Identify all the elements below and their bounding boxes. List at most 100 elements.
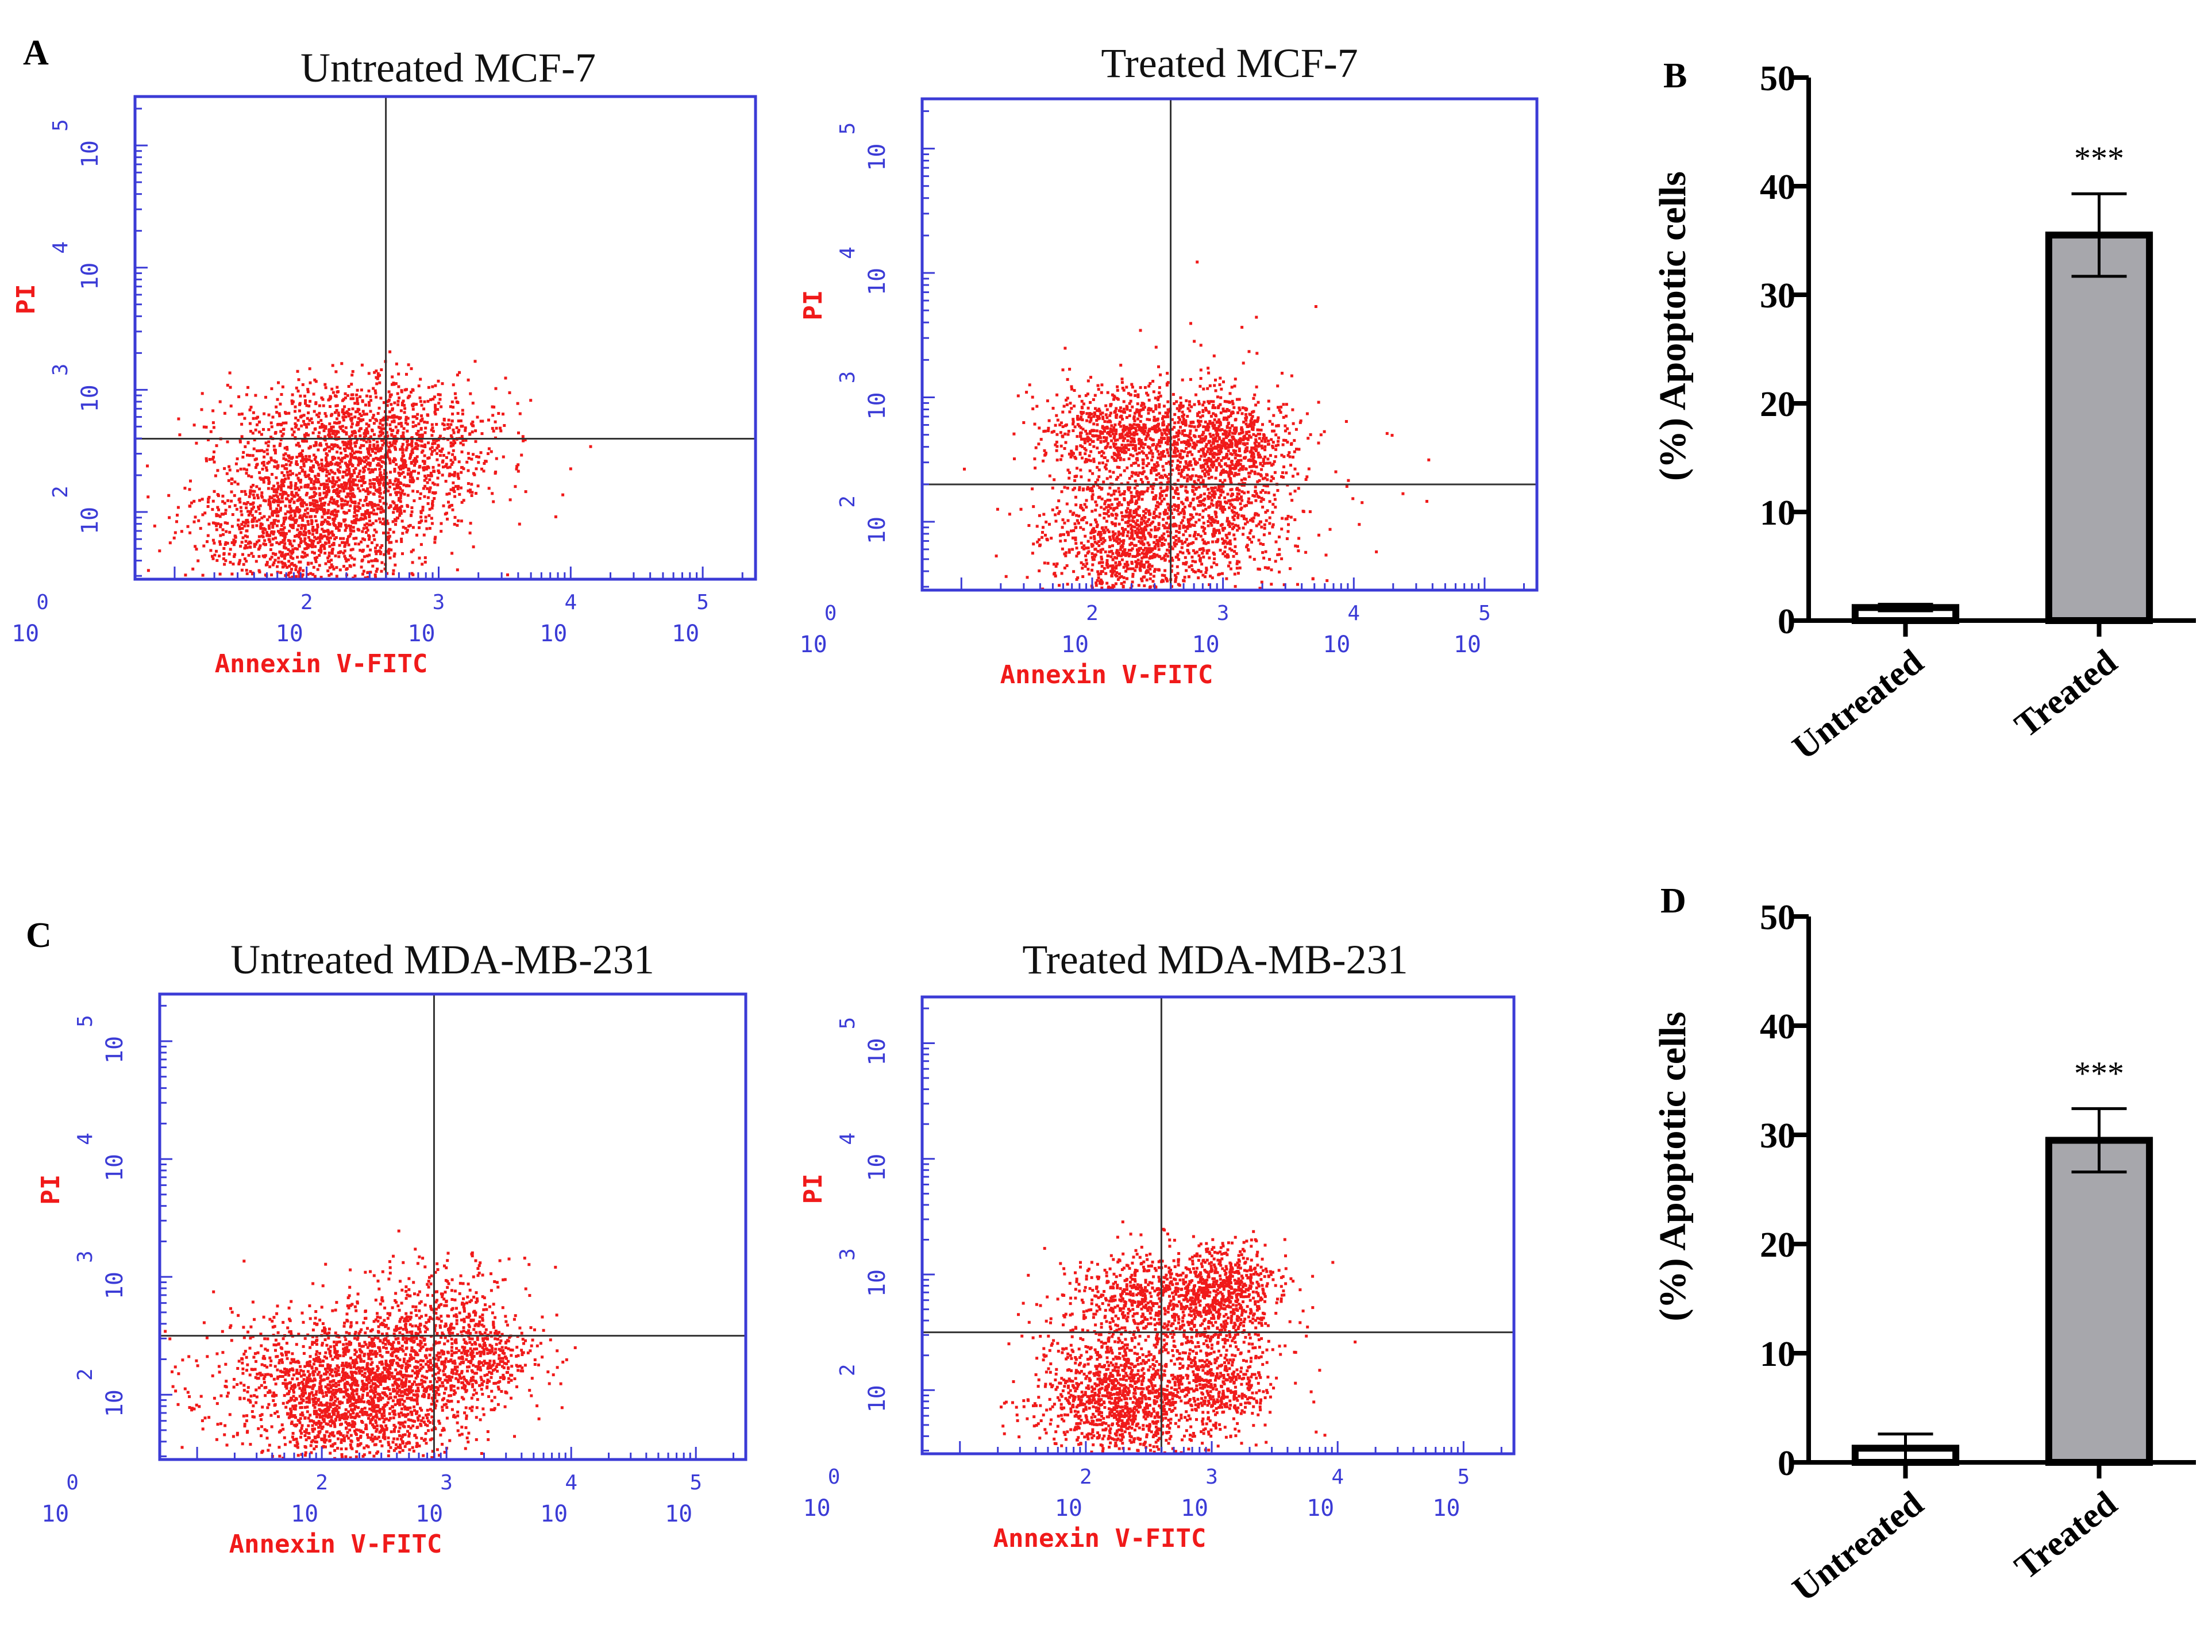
scatter-point [1160,499,1163,503]
scatter-point [299,466,303,469]
scatter-point [1100,455,1104,457]
scatter-point [300,527,303,530]
scatter-point [260,449,264,452]
scatter-point [1244,413,1247,416]
scatter-point [1263,476,1267,480]
scatter-point [1100,565,1104,568]
scatter-point [312,483,315,486]
scatter-point [224,509,228,512]
scatter-point [1131,405,1134,409]
scatter-point [1244,437,1247,440]
scatter-point [298,454,301,457]
scatter-point [283,479,286,482]
scatter-point [1154,494,1158,498]
scatter-point [423,560,427,564]
scatter-point [459,441,463,445]
scatter-point [275,494,278,497]
scatter-point [239,531,242,534]
scatter-point [225,530,228,533]
scatter-point [1066,396,1069,400]
scatter-point [1055,562,1059,565]
scatter-point [1109,475,1112,479]
scatter-point [279,571,283,575]
scatter-point [262,428,265,431]
scatter-point [287,548,290,551]
scatter-point [1173,426,1176,429]
scatter-point [1159,486,1162,490]
scatter-point [363,413,366,416]
scatter-point [280,393,283,396]
scatter-point [349,496,352,499]
scatter-point [1099,582,1101,585]
scatter-point [228,530,232,534]
scatter-point [219,525,222,529]
scatter-point [381,496,384,499]
scatter-point [406,472,410,475]
scatter-point [1171,547,1174,550]
scatter-point [338,544,341,547]
scatter-point [327,445,331,449]
scatter-point [1244,467,1247,471]
scatter-point [456,472,460,476]
scatter-point [365,455,368,459]
scatter-point [1173,421,1177,425]
scatter-point [313,458,317,461]
scatter-point [1130,494,1134,498]
scatter-point [1123,490,1126,493]
scatter-point [332,522,336,525]
scatter-point [318,537,322,540]
scatter-point [1251,426,1255,429]
scatter-point [1140,429,1143,433]
scatter-point [1250,417,1254,421]
scatter-point [1247,350,1251,353]
scatter-point [446,427,449,430]
scatter-point [195,548,198,551]
scatter-point [305,503,309,506]
scatter-point [371,428,374,432]
scatter-point [1117,466,1121,469]
scatter-point [1123,498,1126,502]
scatter-point [272,484,276,488]
scatter-point [347,524,350,527]
scatter-point [1273,429,1275,433]
scatter-point [1116,385,1119,388]
scatter-point [1259,500,1263,503]
scatter-point [348,564,352,567]
scatter-point [326,445,329,449]
scatter-point [280,483,283,487]
scatter-point [340,362,344,365]
scatter-point [226,522,229,525]
scatter-point [1239,454,1242,457]
scatter-point [1128,414,1131,418]
scatter-point [276,398,279,401]
scatter-point [263,539,267,542]
scatter-point [1068,410,1072,414]
scatter-point [251,514,254,517]
scatter-point [388,481,392,484]
scatter-point [1045,452,1047,455]
scatter-point [392,414,396,417]
scatter-point [203,511,207,515]
scatter-point [1108,486,1112,490]
scatter-point [391,444,394,447]
scatter-point [1225,430,1228,433]
scatter-point [368,553,371,557]
scatter-point [309,509,313,512]
scatter-point [1121,518,1124,521]
scatter-point [354,410,358,414]
scatter-point [351,407,354,411]
scatter-point [388,441,392,445]
scatter-point [431,503,434,507]
scatter-point [1086,392,1089,396]
scatter-point [222,547,226,550]
scatter-point [315,499,318,503]
scatter-point [357,502,361,505]
scatter-point [1152,498,1155,501]
scatter-point [229,386,232,389]
scatter-point [1146,487,1150,490]
scatter-point [281,565,284,569]
scatter-point [446,466,449,469]
scatter-point [1085,419,1089,422]
scatter-point [409,455,412,459]
scatter-point [290,428,294,431]
